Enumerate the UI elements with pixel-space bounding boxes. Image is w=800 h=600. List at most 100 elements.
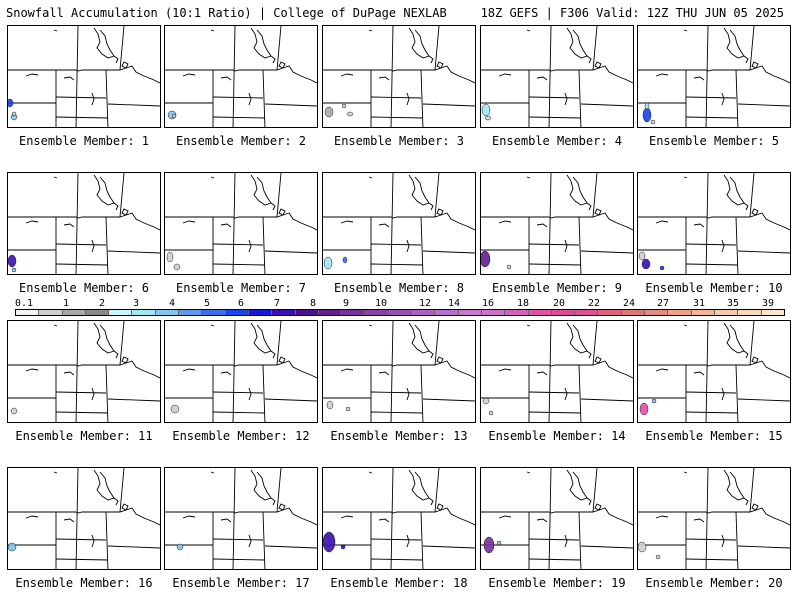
colorbar-swatch: [132, 310, 156, 315]
snowfall-contour: [8, 254, 17, 268]
basemap: [8, 173, 160, 274]
snowfall-contour: [641, 258, 651, 270]
snowfall-contour: [481, 103, 491, 117]
ensemble-member-map: [322, 25, 476, 128]
colorbar-label: 3: [132, 298, 140, 309]
snowfall-contour: [326, 400, 334, 410]
ensemble-member-label: Ensemble Member: 16: [15, 576, 153, 590]
colorbar-swatch: [481, 310, 506, 315]
colorbar-swatch: [62, 310, 86, 315]
colorbar-labels: 0.1 1 2 3 4 5 6 7 8 9 10 12 14 16 18 20 22 24 27 31 35 39: [15, 298, 785, 309]
ensemble-member-label: Ensemble Member: 17: [172, 576, 310, 590]
colorbar-swatch: [738, 310, 762, 315]
colorbar-swatch: [109, 310, 133, 315]
snowfall-contour: [639, 402, 649, 416]
ensemble-member-map: [7, 172, 161, 275]
colorbar-swatches: [15, 309, 785, 316]
colorbar-swatch: [458, 310, 482, 315]
snowfall-contour: [345, 406, 351, 412]
basemap: [481, 173, 633, 274]
colorbar-label: 39: [761, 298, 775, 309]
ensemble-member-label: Ensemble Member: 6: [18, 281, 150, 295]
snowfall-contour: [650, 119, 656, 125]
basemap: [481, 26, 633, 127]
colorbar-label: 4: [168, 298, 176, 309]
snowfall-contour: [166, 251, 174, 263]
colorbar-label: 5: [203, 298, 211, 309]
colorbar-label: 20: [552, 298, 566, 309]
map-title: Snowfall Accumulation (10:1 Ratio) | Col…: [6, 6, 447, 20]
colorbar-label: 24: [622, 298, 636, 309]
colorbar-label: 10: [374, 298, 388, 309]
colorbar-label: 14: [447, 298, 461, 309]
ensemble-member-map: [164, 25, 318, 128]
ensemble-member-label: Ensemble Member: 1: [18, 134, 150, 148]
ensemble-member-map: [480, 25, 634, 128]
colorbar-label: 27: [656, 298, 670, 309]
colorbar-label: 18: [516, 298, 530, 309]
colorbar-swatch: [645, 310, 669, 315]
colorbar-swatch: [365, 310, 389, 315]
ensemble-member-label: Ensemble Member: 3: [333, 134, 465, 148]
snowfall-contour: [346, 111, 354, 117]
ensemble-member-map: [7, 25, 161, 128]
ensemble-member-map: [480, 172, 634, 275]
snowfall-contour: [638, 251, 646, 261]
basemap: [481, 468, 633, 569]
ensemble-member-label: Ensemble Member: 20: [645, 576, 783, 590]
colorbar-swatch: [155, 310, 180, 315]
snowfall-contour: [324, 106, 334, 118]
colorbar-swatch: [598, 310, 622, 315]
basemap: [638, 173, 790, 274]
basemap: [638, 468, 790, 569]
basemap: [323, 468, 475, 569]
colorbar-swatch: [16, 310, 40, 315]
ensemble-member-label: Ensemble Member: 9: [491, 281, 623, 295]
colorbar-label: 12: [418, 298, 432, 309]
snowfall-contour: [642, 107, 652, 123]
ensemble-member-map: [480, 320, 634, 423]
colorbar-label: 6: [237, 298, 245, 309]
snowfall-contour: [488, 410, 494, 416]
snowfall-contour: [11, 111, 17, 117]
colorbar-swatch: [85, 310, 110, 315]
ensemble-member-label: Ensemble Member: 7: [175, 281, 307, 295]
snowfall-contour: [655, 554, 661, 560]
colorbar-swatch: [668, 310, 692, 315]
snowfall-contour: [483, 536, 495, 554]
snowfall-contour: [482, 397, 490, 405]
snowfall-colorbar: 0.1 1 2 3 4 5 6 7 8 9 10 12 14 16 18 20 22 24 27 31 35 39: [15, 298, 785, 318]
ensemble-member-map: [637, 320, 791, 423]
colorbar-swatch: [691, 310, 715, 315]
basemap: [638, 321, 790, 422]
snowfall-contour: [323, 531, 336, 553]
snowfall-contour: [340, 544, 346, 550]
ensemble-member-label: Ensemble Member: 2: [175, 134, 307, 148]
snowfall-contour: [11, 267, 17, 273]
basemap: [8, 26, 160, 127]
snowfall-contour: [8, 98, 14, 108]
basemap: [323, 173, 475, 274]
ensemble-member-map: [7, 320, 161, 423]
snowfall-contour: [171, 113, 177, 119]
snowfall-contour: [342, 256, 348, 264]
ensemble-member-label: Ensemble Member: 18: [330, 576, 468, 590]
snowfall-contour: [8, 542, 17, 552]
ensemble-member-label: Ensemble Member: 19: [488, 576, 626, 590]
basemap: [481, 321, 633, 422]
colorbar-swatch: [225, 310, 249, 315]
ensemble-member-map: [637, 25, 791, 128]
colorbar-swatch: [295, 310, 319, 315]
snowfall-contour: [323, 256, 333, 270]
ensemble-member-map: [637, 467, 791, 570]
colorbar-swatch: [202, 310, 226, 315]
colorbar-swatch: [528, 310, 552, 315]
colorbar-label: 1: [62, 298, 70, 309]
snowfall-contour: [170, 404, 180, 414]
basemap: [8, 321, 160, 422]
colorbar-swatch: [621, 310, 646, 315]
ensemble-member-map: [480, 467, 634, 570]
colorbar-label: 7: [273, 298, 281, 309]
snowfall-contour: [659, 265, 665, 271]
ensemble-member-map: [637, 172, 791, 275]
